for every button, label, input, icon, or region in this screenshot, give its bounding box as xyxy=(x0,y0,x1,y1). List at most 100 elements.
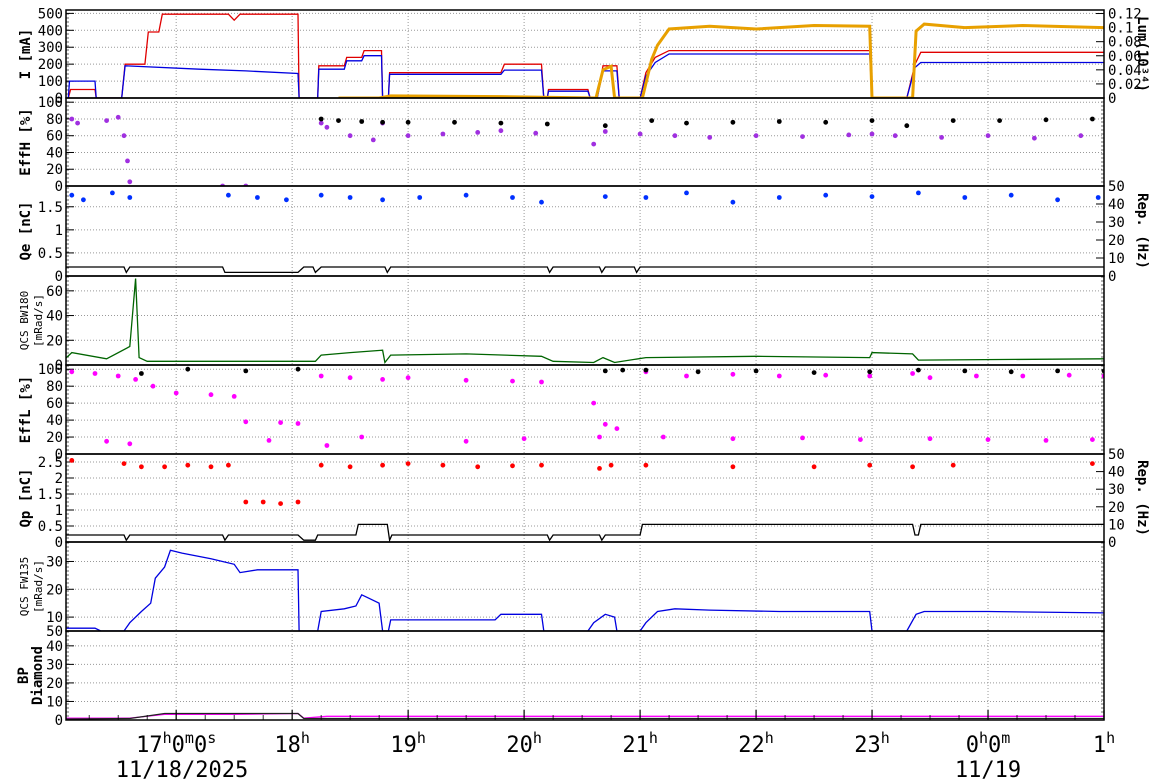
series-1-point xyxy=(643,367,649,373)
y-tick-label: 1 xyxy=(55,223,63,239)
panels-layer: 010020030040050000.020.040.060.080.10.12… xyxy=(16,6,1150,729)
series-0-point xyxy=(684,373,689,379)
y-axis-label: EffH [%] xyxy=(18,108,34,175)
series-0-point xyxy=(910,371,915,376)
series-0-point xyxy=(231,394,237,399)
series-group xyxy=(66,190,1104,274)
series-0-point xyxy=(597,466,602,471)
right-tick-label: 0 xyxy=(1108,535,1116,551)
series-0-point xyxy=(776,195,782,200)
series-0-point xyxy=(643,462,649,468)
series-0-point xyxy=(243,499,249,505)
series-0-point xyxy=(823,192,829,198)
y-tick-label: 20 xyxy=(46,430,63,446)
series-1-point xyxy=(295,366,301,372)
series-0-point xyxy=(318,120,324,126)
series-1-point xyxy=(498,120,504,126)
series-0-point xyxy=(324,443,330,448)
series-0-point xyxy=(318,462,324,468)
y-tick-label: 300 xyxy=(38,40,63,56)
y-tick-label: 30 xyxy=(46,554,63,570)
series-1-point xyxy=(649,118,655,123)
series-0-point xyxy=(910,464,915,470)
series-0-point xyxy=(1055,197,1060,203)
series-0-point xyxy=(811,464,817,470)
series-0-point xyxy=(846,132,852,138)
series-1-point xyxy=(620,367,626,373)
series-0-point xyxy=(110,190,115,196)
series-0-point xyxy=(260,499,266,505)
series-1-point xyxy=(1008,369,1014,375)
series-0-point xyxy=(104,118,109,123)
series-0-point xyxy=(173,390,179,396)
y-axis-label: QCS BW180 xyxy=(18,291,31,351)
series-0-point xyxy=(347,464,353,470)
series-0-point xyxy=(800,435,805,441)
x-tick-label: 22h xyxy=(738,729,774,758)
x-tick-label: 21h xyxy=(622,729,658,758)
series-0-point xyxy=(591,400,597,406)
y-tick-label: 400 xyxy=(38,23,63,39)
y-tick-label: 40 xyxy=(46,145,63,161)
panel-frame xyxy=(65,9,1105,99)
series-0-point xyxy=(927,436,933,442)
series-0-point xyxy=(347,133,353,139)
y-tick-label: 2.5 xyxy=(38,455,63,471)
y-axis-label: BP xyxy=(16,667,32,684)
right-tick-label: 20 xyxy=(1108,500,1125,516)
y-tick-label: 0.5 xyxy=(38,246,63,262)
series-group xyxy=(66,458,1104,542)
right-tick-label: 20 xyxy=(1108,233,1125,249)
series-0-point xyxy=(869,131,875,137)
series-1-point xyxy=(811,370,817,375)
series-0-point xyxy=(255,195,260,200)
series-1-point xyxy=(730,119,736,125)
right-tick-label: 0.12 xyxy=(1108,7,1142,23)
series-0-point xyxy=(643,195,649,200)
series-1-point xyxy=(243,368,249,374)
series-0-point xyxy=(591,141,597,147)
series-0-point xyxy=(637,131,643,137)
series-1-point xyxy=(380,119,385,125)
series-0-point xyxy=(243,419,249,425)
series-0-point xyxy=(405,375,411,381)
series-0-point xyxy=(510,378,515,384)
y-tick-label: 40 xyxy=(46,639,63,655)
series-0-point xyxy=(226,192,231,198)
series-0-point xyxy=(318,373,324,379)
y-tick-label: 0.5 xyxy=(38,519,63,535)
right-tick-label: 50 xyxy=(1108,179,1125,195)
series-0-point xyxy=(380,197,385,203)
y-tick-label: 500 xyxy=(38,6,63,22)
date-right: 11/19 xyxy=(955,758,1021,782)
series-0-line xyxy=(66,712,1104,719)
series-1-line xyxy=(66,266,1104,274)
series-0-point xyxy=(602,129,608,134)
y-tick-label: 20 xyxy=(46,676,63,692)
series-1-point xyxy=(776,119,782,124)
series-0-point xyxy=(405,461,411,466)
y-tick-label: 0 xyxy=(55,535,63,551)
series-0-point xyxy=(127,441,133,447)
series-0-point xyxy=(510,463,515,469)
series-0-point xyxy=(127,195,133,200)
series-0-point xyxy=(69,458,75,463)
series-0-point xyxy=(266,438,272,443)
series-1-point xyxy=(997,118,1002,123)
y-tick-label: 0 xyxy=(55,269,63,285)
series-1-point xyxy=(695,369,701,375)
series-0-point xyxy=(539,379,544,385)
y-axis-label-2: [mRad/s] xyxy=(32,560,45,613)
series-0-point xyxy=(614,426,620,431)
x-tick-label: 1h xyxy=(1093,729,1115,758)
panel-current: 010020030040050000.020.040.060.080.10.12… xyxy=(18,6,1150,107)
series-0-point xyxy=(463,192,469,198)
y-tick-label: 80 xyxy=(46,112,63,128)
series-0-point xyxy=(962,195,968,200)
series-0-point xyxy=(927,375,933,381)
right-tick-label: 30 xyxy=(1108,215,1125,231)
series-0-point xyxy=(521,436,527,442)
